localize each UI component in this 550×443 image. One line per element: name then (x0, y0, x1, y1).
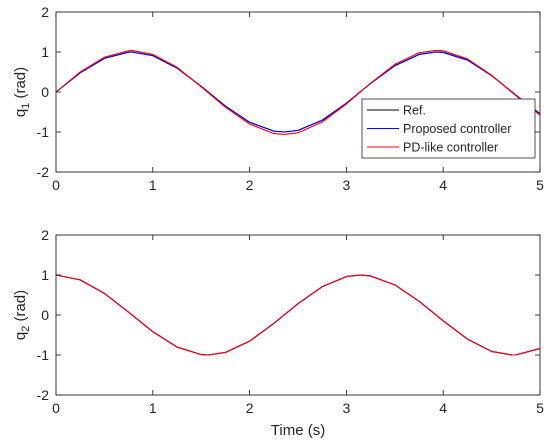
x-tick-label: 3 (343, 400, 351, 416)
y-tick-label: 1 (41, 267, 49, 283)
plot-panel-1: 0 1 2 3 4 5 -2 -1 0 1 2 q1 (rad) Ref. Proposed contro… (12, 4, 544, 193)
x-tick-label: 0 (52, 177, 60, 193)
y-tick-label: 0 (41, 307, 49, 323)
legend-label: Proposed controller (403, 122, 511, 136)
x-tick-label: 5 (536, 177, 544, 193)
x-tick-label: 2 (246, 177, 254, 193)
y-tick-label: 2 (41, 4, 49, 20)
x-tick-label: 5 (536, 400, 544, 416)
series-line-pd-like-controller (55, 49, 541, 135)
y-tick-label: -2 (37, 387, 50, 403)
x-tick-label: 1 (149, 177, 157, 193)
x-tick-label: 4 (439, 400, 447, 416)
y-axis-label: q1 (rad) (12, 67, 32, 117)
plot-panel-2: 0 1 2 3 4 5 -2 -1 0 1 2 q2 (rad) Time (s) (12, 227, 544, 439)
series-line-line-3 (55, 274, 541, 356)
legend-box (361, 98, 536, 159)
legend-label: PD-like controller (403, 141, 498, 155)
legend-label: Ref. (403, 104, 426, 118)
x-axis-label: Time (s) (271, 422, 325, 439)
series-line-proposed-controller (55, 51, 541, 133)
y-tick-label: -1 (37, 347, 50, 363)
y-tick-label: 2 (41, 227, 49, 243)
x-tick-label: 1 (149, 400, 157, 416)
x-tick-label: 3 (343, 177, 351, 193)
y-tick-label: -1 (37, 124, 50, 140)
y-axis-label: q2 (rad) (12, 290, 32, 340)
panels: 0 1 2 3 4 5 -2 -1 0 1 2 q1 (rad) Ref. Proposed contro… (12, 4, 544, 439)
y-tick-label: -2 (37, 164, 50, 180)
x-tick-label: 0 (52, 400, 60, 416)
x-tick-label: 4 (439, 177, 447, 193)
plot-area (56, 235, 540, 395)
x-tick-label: 2 (246, 400, 254, 416)
y-tick-label: 0 (41, 84, 49, 100)
legend: Ref. Proposed controller PD-like controlle… (361, 98, 536, 159)
y-tick-label: 1 (41, 44, 49, 60)
